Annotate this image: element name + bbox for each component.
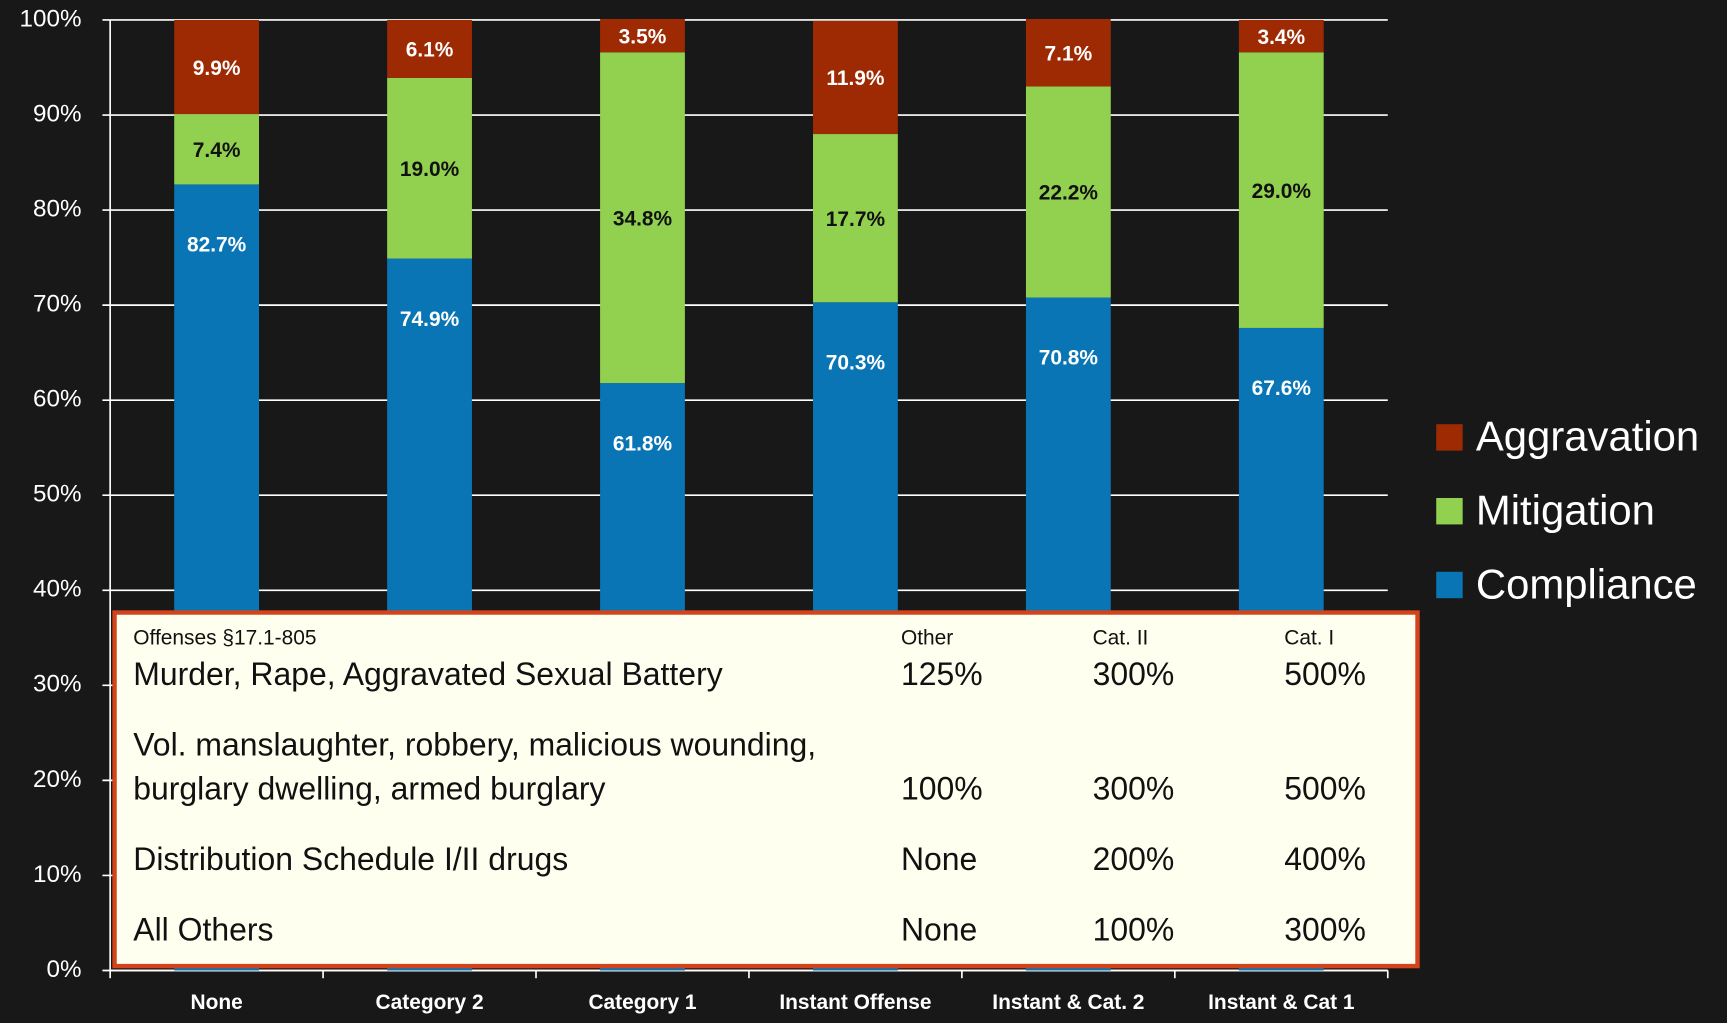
data-label: 11.9% xyxy=(826,67,885,90)
bar-segment xyxy=(813,20,898,135)
data-label: 70.3% xyxy=(826,351,886,374)
x-tick-label: Instant & Cat. 2 xyxy=(992,991,1144,1014)
y-tick-label: 60% xyxy=(33,386,81,413)
legend-swatch xyxy=(1436,571,1463,599)
data-label: 7.4% xyxy=(193,139,241,162)
y-tick-label: 40% xyxy=(33,576,81,603)
table-row-label: Distribution Schedule I/II drugs xyxy=(133,841,568,877)
bar-segment xyxy=(600,52,685,384)
table-cell: 200% xyxy=(1093,841,1175,877)
bar-segment xyxy=(387,19,472,78)
table-cell: None xyxy=(901,841,977,877)
data-label: 34.8% xyxy=(613,207,673,230)
data-label: 82.7% xyxy=(187,234,247,257)
bar-segment xyxy=(813,134,898,303)
table-cell: 100% xyxy=(901,770,983,806)
table-cell: 125% xyxy=(901,656,983,692)
data-label: 70.8% xyxy=(1039,347,1099,370)
bar-segment xyxy=(174,19,260,115)
table-cell: 500% xyxy=(1284,656,1366,692)
table-header: Cat. I xyxy=(1284,626,1334,649)
data-label: 9.9% xyxy=(193,57,241,80)
bar-segment xyxy=(1025,19,1111,87)
x-tick-label: None xyxy=(190,991,242,1014)
table-header: Offenses §17.1-805 xyxy=(133,626,316,649)
data-label: 17.7% xyxy=(826,208,886,231)
legend-label: Aggravation xyxy=(1476,413,1699,460)
y-tick-label: 50% xyxy=(33,481,81,508)
bar-segment xyxy=(1238,52,1324,328)
table-cell: 100% xyxy=(1093,911,1175,947)
y-tick-label: 20% xyxy=(33,766,81,793)
table-row-label: burglary dwelling, armed burglary xyxy=(133,770,605,806)
bar-segment xyxy=(600,19,685,53)
data-label: 6.1% xyxy=(406,39,454,62)
y-tick-label: 30% xyxy=(33,671,81,698)
y-tick-label: 90% xyxy=(33,100,81,127)
data-label: 67.6% xyxy=(1252,377,1312,400)
table-cell: 500% xyxy=(1284,770,1366,806)
x-tick-label: Instant Offense xyxy=(779,991,931,1014)
table-box xyxy=(112,610,1420,969)
y-tick-label: 0% xyxy=(46,956,81,983)
legend-swatch xyxy=(1436,424,1463,451)
table-header: Cat. II xyxy=(1093,626,1149,649)
bar-segment xyxy=(387,77,472,259)
x-tick-label: Category 1 xyxy=(588,991,696,1014)
x-tick-label: Category 2 xyxy=(376,991,484,1014)
table-cell: None xyxy=(901,911,977,947)
legend-label: Mitigation xyxy=(1476,486,1655,533)
y-tick-label: 70% xyxy=(33,291,81,318)
data-label: 61.8% xyxy=(613,432,673,455)
x-tick-label: Instant & Cat 1 xyxy=(1208,991,1355,1014)
data-label: 29.0% xyxy=(1252,180,1312,203)
table-cell: 300% xyxy=(1093,770,1175,806)
bar-segment xyxy=(1238,19,1324,53)
legend-label: Compliance xyxy=(1476,560,1697,607)
table-cell: 300% xyxy=(1093,656,1175,692)
legend-swatch xyxy=(1436,497,1463,525)
data-label: 3.5% xyxy=(619,25,667,48)
data-label: 3.4% xyxy=(1257,26,1305,49)
table-row-label: Murder, Rape, Aggravated Sexual Battery xyxy=(133,656,722,692)
data-label: 22.2% xyxy=(1039,182,1099,205)
table-cell: 400% xyxy=(1284,841,1366,877)
table-cell: 300% xyxy=(1284,911,1366,947)
bar-segment xyxy=(1025,86,1111,298)
y-tick-label: 80% xyxy=(33,195,81,222)
table-row-label: All Others xyxy=(133,911,273,947)
table-header: Other xyxy=(901,626,953,649)
bar-segment xyxy=(174,114,260,185)
data-label: 19.0% xyxy=(400,158,460,181)
y-tick-label: 10% xyxy=(33,861,81,888)
data-label: 74.9% xyxy=(400,308,460,331)
data-label: 7.1% xyxy=(1045,43,1093,66)
table-row-label: Vol. manslaughter, robbery, malicious wo… xyxy=(133,726,816,762)
y-tick-label: 100% xyxy=(20,5,82,32)
